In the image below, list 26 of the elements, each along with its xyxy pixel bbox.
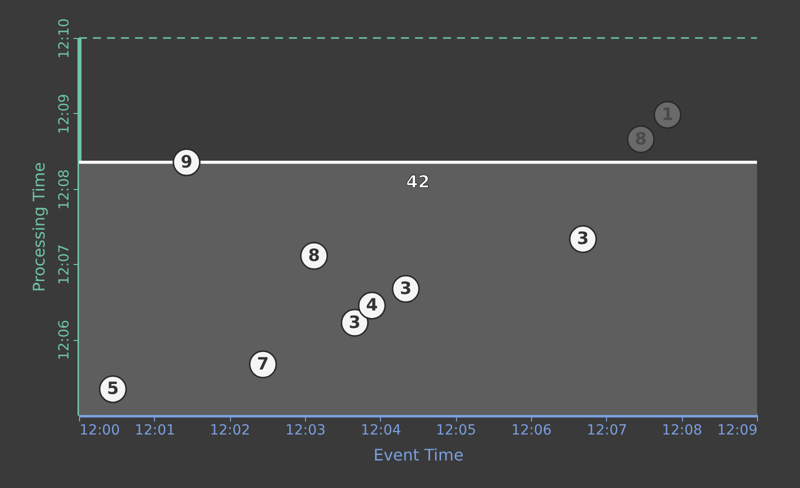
y-axis-title: Processing Time — [30, 162, 48, 292]
y-tick-label: 12:06 — [56, 320, 72, 360]
annotation: 3 — [348, 312, 361, 333]
x-tick-label: 12:05 — [436, 422, 476, 438]
annotation: 42 — [406, 172, 430, 192]
annotation: 3 — [400, 278, 412, 299]
x-tick-label: 12:02 — [210, 422, 250, 438]
annotation: 3 — [577, 229, 589, 250]
annotation: 4 — [366, 296, 378, 316]
annotation: 5 — [106, 379, 119, 400]
y-tick-label: 12:08 — [56, 169, 72, 210]
x-tick-label: 12:01 — [134, 422, 176, 438]
annotation: 8 — [308, 246, 320, 266]
x-tick-label: 12:00 — [80, 422, 120, 438]
x-tick-label: 12:03 — [285, 422, 326, 438]
x-tick-label: 12:04 — [360, 422, 402, 438]
x-tick-label: 12:06 — [511, 422, 552, 438]
annotation: 9 — [180, 152, 192, 172]
y-tick-label: 12:10 — [56, 18, 72, 59]
x-tick-label: 12:08 — [662, 422, 702, 438]
annotation: 7 — [257, 354, 269, 374]
x-tick-label: 12:09 — [717, 422, 758, 438]
x-axis-title: Event Time — [373, 446, 464, 464]
y-tick-label: 12:09 — [56, 94, 72, 134]
y-tick-label: 12:07 — [56, 244, 72, 285]
x-tick-label: 12:07 — [586, 422, 628, 438]
